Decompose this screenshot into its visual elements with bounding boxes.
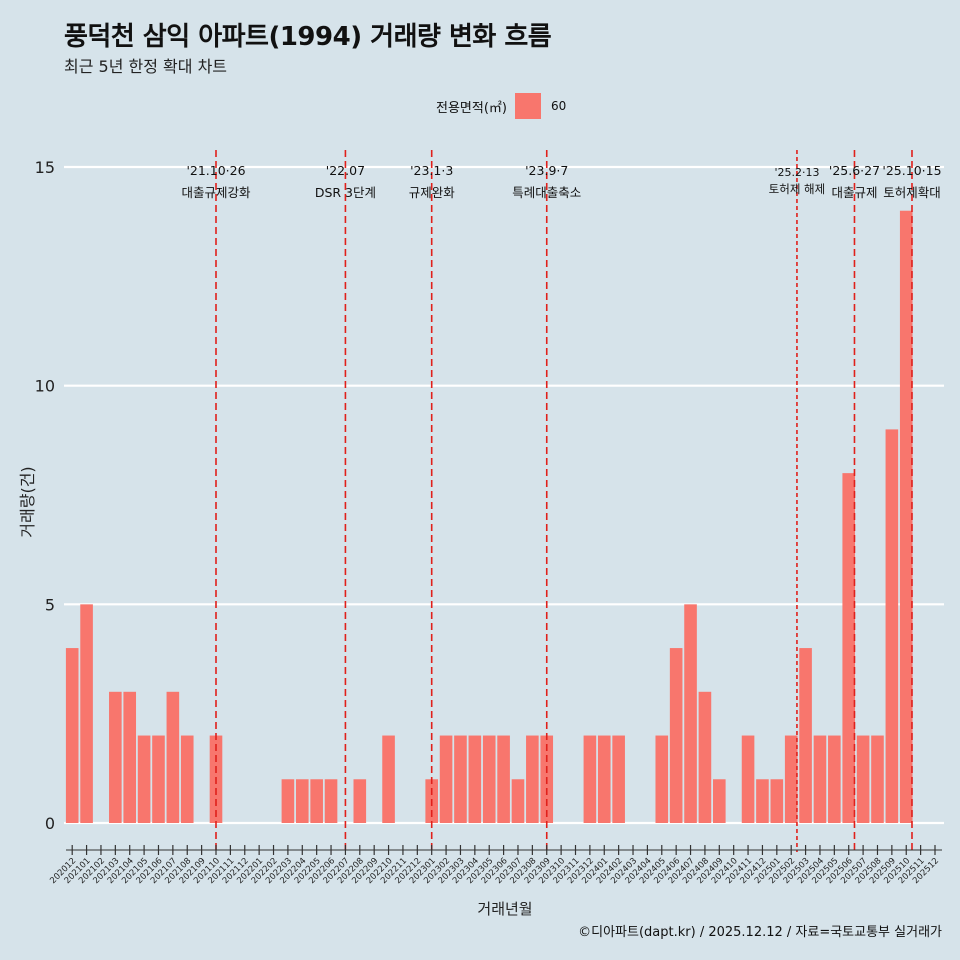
event-date: '23.1·3 xyxy=(410,163,453,178)
bar xyxy=(382,735,395,823)
y-axis: 0 5 10 15 xyxy=(35,158,55,833)
bar xyxy=(655,735,669,823)
bar xyxy=(612,735,625,823)
bar xyxy=(152,735,165,823)
bar xyxy=(526,735,539,823)
event-date: '23.9·7 xyxy=(525,163,568,178)
legend: 전용면적(㎡) 60 xyxy=(436,93,566,119)
bar xyxy=(684,604,697,823)
legend-label: 60 xyxy=(550,99,567,113)
chart-title: 풍덕천 삼익 아파트(1994) 거래량 변화 흐름 xyxy=(64,22,552,52)
bar xyxy=(799,648,812,823)
gridlines xyxy=(64,165,944,825)
bar xyxy=(310,779,323,823)
y-tick-label: 15 xyxy=(35,158,55,177)
bar xyxy=(353,779,367,823)
bar xyxy=(698,691,712,823)
event-label: 토허제 해제 xyxy=(769,182,826,196)
bar xyxy=(281,779,295,823)
bars xyxy=(65,210,913,823)
event-label: 대출규제 xyxy=(831,185,877,200)
bar xyxy=(166,691,180,823)
bar xyxy=(885,429,899,823)
bar xyxy=(871,735,884,823)
bar xyxy=(454,735,467,823)
event-label: 토허제확대 xyxy=(883,185,941,200)
bar xyxy=(784,735,798,823)
y-tick-label: 10 xyxy=(35,377,55,396)
bar xyxy=(80,604,93,823)
bar xyxy=(109,691,122,823)
event-date: '25.10·15 xyxy=(882,163,941,178)
bar xyxy=(123,691,137,823)
y-axis-label: 거래량(건) xyxy=(18,466,37,537)
bar xyxy=(669,648,683,823)
event-date: '21.10·26 xyxy=(186,163,245,178)
bar xyxy=(842,473,856,823)
chart-subtitle: 최근 5년 한정 확대 차트 xyxy=(64,57,228,76)
y-tick-label: 0 xyxy=(45,814,55,833)
bar xyxy=(770,779,784,823)
bar xyxy=(295,779,309,823)
bar xyxy=(899,210,913,823)
event-label: 규제완화 xyxy=(409,185,456,200)
event-date: '25.6·27 xyxy=(829,163,880,178)
bar xyxy=(180,735,194,823)
bar xyxy=(482,735,496,823)
bar xyxy=(597,735,611,823)
bar xyxy=(511,779,525,823)
bar xyxy=(497,735,510,823)
legend-title: 전용면적(㎡) xyxy=(436,100,507,116)
event-label: DSR 3단계 xyxy=(315,185,376,200)
bar xyxy=(741,735,755,823)
bar xyxy=(324,779,338,823)
event-label: 특례대출축소 xyxy=(512,185,581,200)
event-label: 대출규제강화 xyxy=(181,185,251,200)
bar xyxy=(828,735,841,823)
source-caption: ©디아파트(dapt.kr) / 2025.12.12 / 자료=국토교통부 실… xyxy=(578,925,942,940)
x-axis-label: 거래년월 xyxy=(477,900,532,918)
y-tick-label: 5 xyxy=(45,595,55,614)
x-axis: 2020122021012021022021032021042021052021… xyxy=(48,845,942,886)
bar xyxy=(439,735,453,823)
bar xyxy=(756,779,769,823)
bar xyxy=(813,735,827,823)
bar xyxy=(65,648,79,823)
bar xyxy=(137,735,151,823)
bar xyxy=(468,735,482,823)
event-date: '25.2·13 xyxy=(774,166,819,179)
bar xyxy=(583,735,597,823)
event-date: '22.07 xyxy=(326,163,365,178)
event-lines: '21.10·26 대출규제강화 '22.07 DSR 3단계 '23.1·3 규제완화 '… xyxy=(181,150,942,852)
legend-swatch xyxy=(514,93,541,119)
bar xyxy=(856,735,870,823)
bar xyxy=(713,779,726,823)
